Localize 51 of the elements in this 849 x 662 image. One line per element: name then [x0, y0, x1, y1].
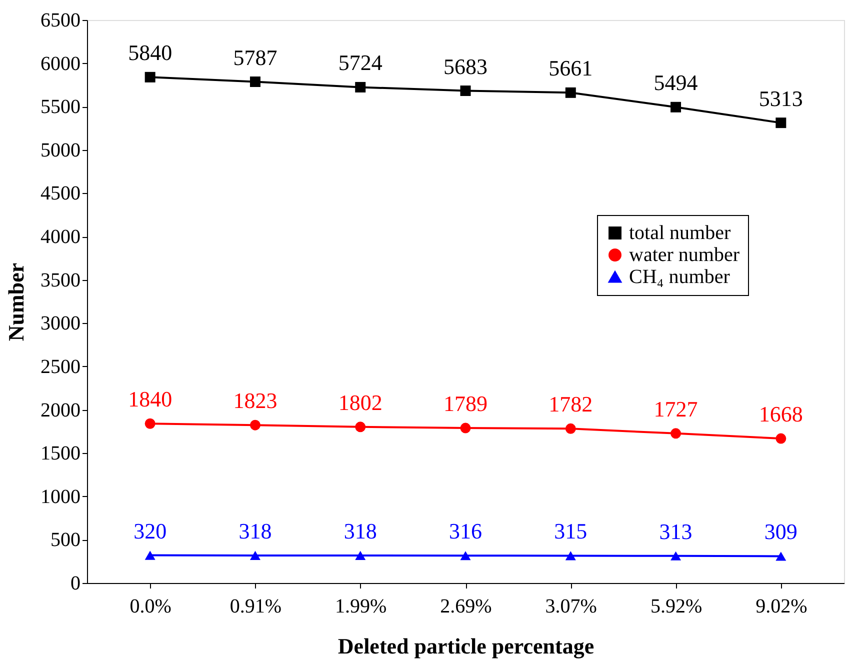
y-tick-label: 0 [70, 572, 80, 594]
y-tick-label: 6500 [40, 10, 80, 32]
y-tick-label: 2000 [40, 399, 80, 422]
x-tick-label: 1.99% [335, 596, 387, 618]
data-label: 313 [659, 518, 692, 544]
data-label: 1789 [444, 391, 488, 416]
data-label: 5313 [758, 86, 803, 111]
x-axis-title: Deleted particle percentage [338, 634, 594, 658]
y-tick-label: 4500 [40, 182, 80, 205]
legend-label: total number [629, 222, 731, 244]
x-tick-label: 0.91% [230, 596, 282, 618]
x-tick-label: 9.02% [756, 596, 808, 618]
data-label: 1840 [128, 386, 172, 412]
y-tick-label: 1500 [40, 442, 80, 465]
data-label: 5494 [654, 70, 698, 96]
data-label: 1727 [654, 396, 698, 422]
data-label: 1823 [233, 388, 278, 414]
y-tick-label: 3000 [40, 312, 80, 335]
legend-label: CH₄ number [629, 266, 730, 288]
data-label: 316 [449, 518, 482, 544]
x-tick-label: 3.07% [545, 596, 597, 618]
data-label: 1782 [548, 392, 593, 417]
y-tick-label: 4000 [40, 226, 80, 248]
data-label: 320 [134, 518, 167, 544]
y-tick-label: 500 [50, 529, 80, 552]
legend-label: water number [629, 244, 740, 266]
data-label: 5787 [233, 44, 278, 70]
x-tick-label: 0.0% [130, 596, 172, 618]
y-tick-label: 5500 [40, 96, 80, 118]
x-tick-label: 5.92% [650, 596, 702, 618]
y-tick-label: 2500 [40, 356, 80, 378]
data-label: 318 [238, 518, 272, 544]
point [144, 72, 156, 82]
point [776, 552, 786, 561]
y-tick-label: 3500 [40, 269, 80, 292]
data-label: 309 [764, 519, 798, 544]
y-axis-title: Number [4, 262, 28, 342]
y-tick-label: 6000 [40, 52, 80, 75]
point [776, 118, 786, 128]
y-tick-label: 5000 [40, 139, 80, 162]
data-label: 5661 [548, 56, 593, 81]
y-tick-label: 1000 [40, 486, 80, 508]
point [144, 550, 156, 560]
data-label: 1668 [758, 402, 803, 427]
data-label: 5724 [338, 50, 382, 76]
data-label: 5840 [128, 40, 172, 66]
x-tick-label: 2.69% [440, 596, 492, 618]
data-label: 318 [344, 518, 377, 544]
data-label: 1802 [338, 390, 382, 415]
data-label: 5683 [444, 54, 488, 79]
data-label: 315 [554, 518, 588, 544]
